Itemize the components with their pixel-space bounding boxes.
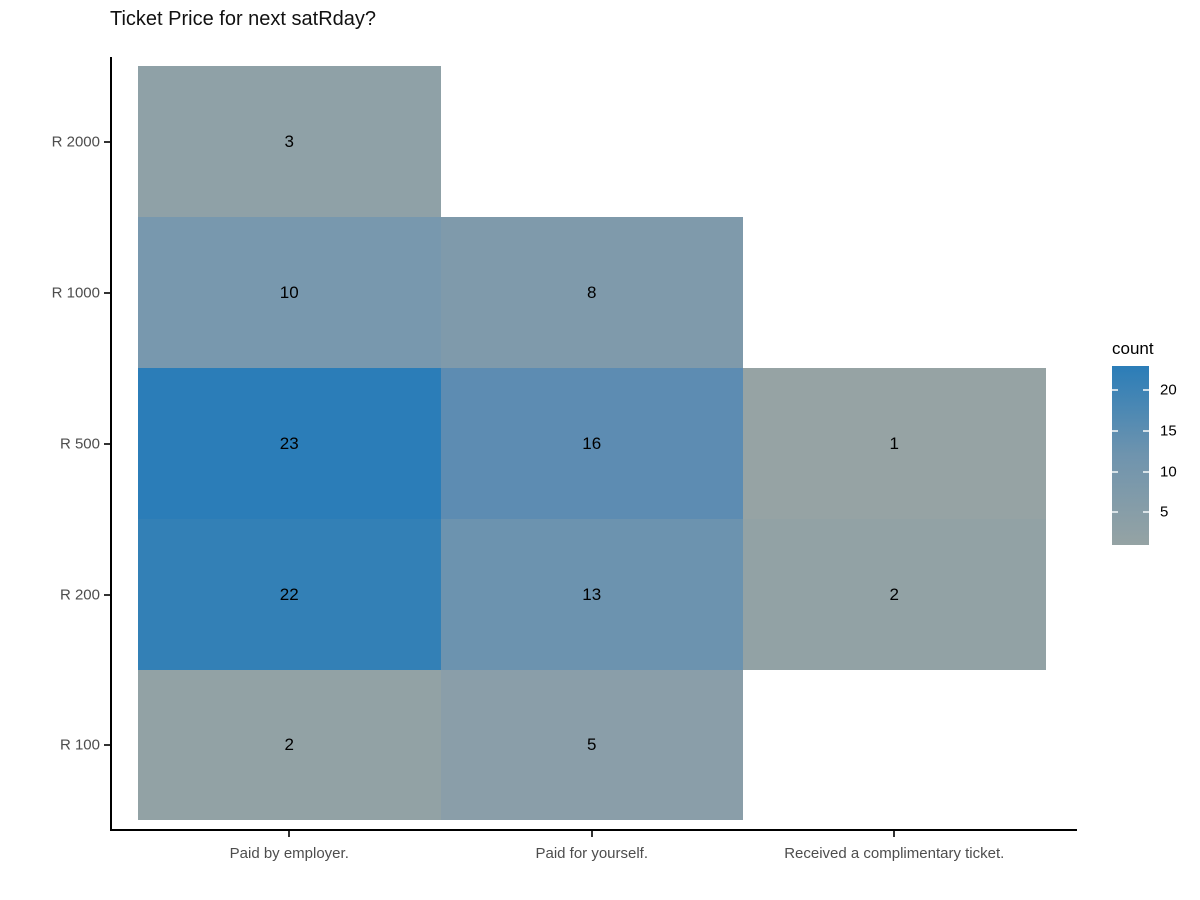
heatmap-tile [743,519,1046,670]
x-axis-tick [893,831,896,837]
legend-tick-label: 10 [1160,463,1177,481]
legend-title: count [1112,339,1154,358]
heatmap-tile [440,217,743,368]
tile-count-label: 13 [582,584,602,604]
y-axis-tick [104,442,110,445]
legend-tick-label: 15 [1160,422,1177,440]
y-axis-tick [104,593,110,596]
y-axis-label: R 500 [59,435,100,452]
x-axis-tick [288,831,291,837]
heatmap-tile [138,66,441,217]
legend-tick [1143,511,1149,514]
tile-count-label: 3 [284,131,294,151]
x-axis-label: Received a complimentary ticket. [784,845,1005,862]
tile-count-label: 1 [889,433,899,453]
legend-tick [1143,430,1149,433]
legend-tick [1143,389,1149,392]
heatmap-tile [440,368,743,519]
x-axis-tick [590,831,593,837]
tile-count-label: 8 [587,282,597,302]
y-axis-label: R 1000 [51,284,100,301]
y-axis-label: R 2000 [51,133,100,150]
heatmap-tile [440,670,743,820]
tile-count-label: 5 [587,735,597,754]
tile-count-label: 2 [284,735,294,754]
tile-count-label: 22 [279,584,299,604]
legend-tick [1112,511,1118,514]
legend-tick-label: 20 [1160,381,1177,399]
tile-count-label: 10 [279,282,299,302]
heatmap-tile [743,368,1046,519]
tile-count-label: 16 [582,433,602,453]
chart-title: Ticket Price for next satRday? [110,8,377,30]
y-axis-label: R 100 [59,736,100,754]
x-axis-line [110,829,1077,831]
heatmap-tile [138,217,441,368]
tile-count-label: 23 [279,433,299,453]
legend-tick [1112,470,1118,473]
plot-panel: 3 10 8 23 16 1 22 13 2 2 5 [110,57,1077,831]
y-axis-tick [104,140,110,143]
heatmap-tile [440,519,743,670]
heatmap-tile [138,670,441,820]
heatmap-tile [138,368,441,519]
tile-count-label: 2 [889,584,899,604]
legend-tick [1143,470,1149,473]
legend-tick [1112,430,1118,433]
heatmap-tile [138,519,441,670]
y-axis-label: R 200 [59,586,100,603]
y-axis-line [110,57,112,831]
legend-tick-label: 5 [1160,503,1169,521]
x-axis-label: Paid by employer. [229,845,349,862]
legend-tick [1112,389,1118,392]
legend-gradient-bar [1112,366,1149,545]
y-axis-tick [104,744,110,746]
y-axis-tick [104,291,110,294]
x-axis-label: Paid for yourself. [535,845,649,862]
